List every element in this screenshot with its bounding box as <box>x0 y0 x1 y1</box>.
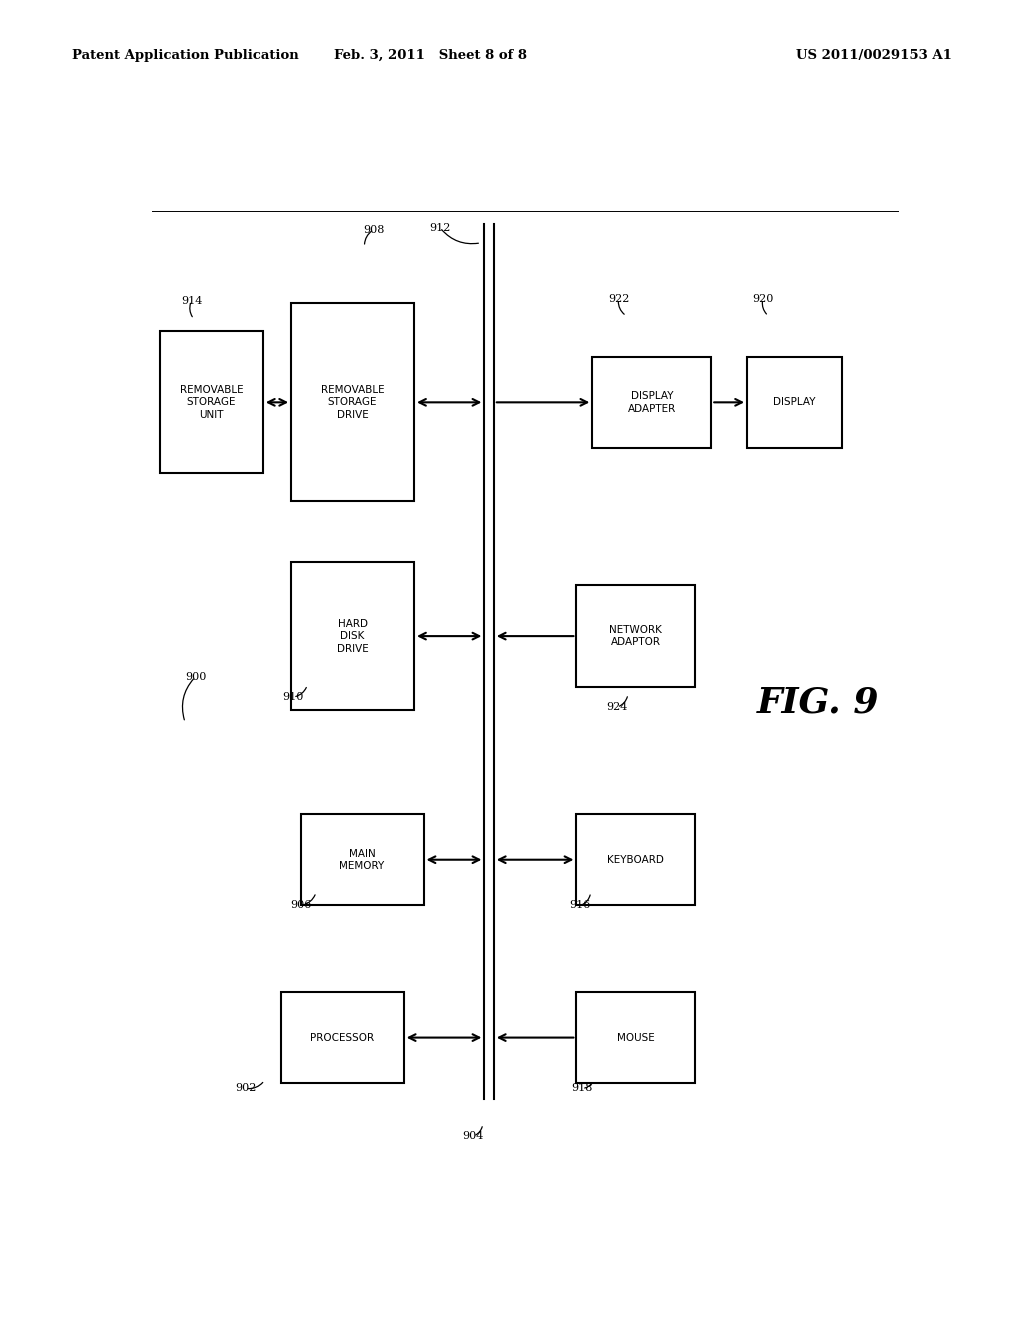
Text: PROCESSOR: PROCESSOR <box>310 1032 375 1043</box>
Text: 912: 912 <box>429 223 451 232</box>
Text: 914: 914 <box>181 296 202 306</box>
Bar <box>301 814 424 906</box>
Text: MAIN
MEMORY: MAIN MEMORY <box>340 849 385 871</box>
Bar <box>291 562 414 710</box>
Text: US 2011/0029153 A1: US 2011/0029153 A1 <box>797 49 952 62</box>
Bar <box>592 356 712 447</box>
Text: 924: 924 <box>606 702 628 713</box>
Text: 910: 910 <box>283 692 304 702</box>
Text: 918: 918 <box>571 1084 593 1093</box>
Text: FIG. 9: FIG. 9 <box>757 685 880 719</box>
Bar <box>577 585 695 686</box>
Text: 902: 902 <box>234 1084 256 1093</box>
Text: DISPLAY
ADAPTER: DISPLAY ADAPTER <box>628 391 676 413</box>
Text: KEYBOARD: KEYBOARD <box>607 855 665 865</box>
Bar <box>748 356 842 447</box>
Text: 922: 922 <box>608 293 629 304</box>
Text: 904: 904 <box>463 1131 484 1142</box>
Text: Feb. 3, 2011   Sheet 8 of 8: Feb. 3, 2011 Sheet 8 of 8 <box>334 49 526 62</box>
Text: 906: 906 <box>291 900 311 911</box>
Text: REMOVABLE
STORAGE
DRIVE: REMOVABLE STORAGE DRIVE <box>321 385 384 420</box>
Bar <box>577 814 695 906</box>
Text: MOUSE: MOUSE <box>617 1032 654 1043</box>
Bar <box>281 991 403 1084</box>
Bar <box>291 304 414 502</box>
Text: NETWORK
ADAPTOR: NETWORK ADAPTOR <box>609 624 663 647</box>
Text: 916: 916 <box>569 900 591 911</box>
Text: DISPLAY: DISPLAY <box>773 397 816 408</box>
Text: HARD
DISK
DRIVE: HARD DISK DRIVE <box>337 619 369 653</box>
Text: Patent Application Publication: Patent Application Publication <box>72 49 298 62</box>
Text: 920: 920 <box>753 293 773 304</box>
Bar <box>160 331 263 474</box>
Bar <box>577 991 695 1084</box>
Text: 900: 900 <box>184 672 206 681</box>
Text: REMOVABLE
STORAGE
UNIT: REMOVABLE STORAGE UNIT <box>179 385 243 420</box>
Text: 908: 908 <box>364 224 385 235</box>
